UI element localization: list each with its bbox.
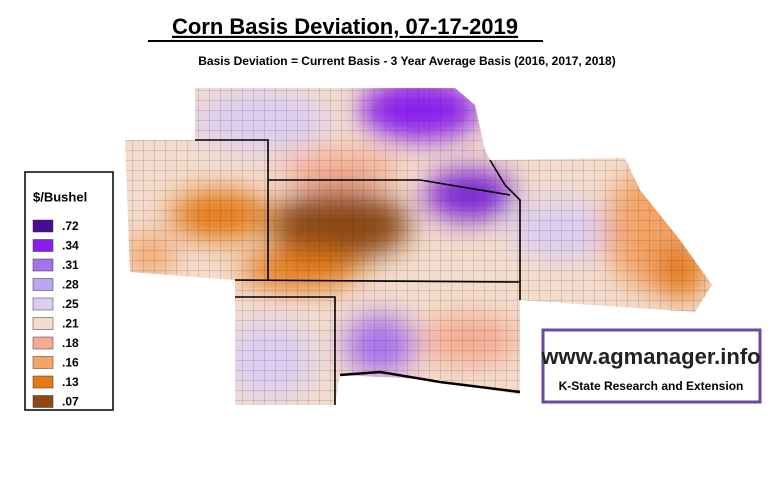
legend-swatch <box>32 395 54 408</box>
map-title: Corn Basis Deviation, 07-17-2019 <box>172 14 518 39</box>
legend-swatch <box>32 297 54 311</box>
legend-label: .28 <box>62 278 79 292</box>
legend-label: .18 <box>62 336 79 350</box>
legend-label: .72 <box>62 219 79 233</box>
legend-title: $/Bushel <box>33 189 87 204</box>
legend-swatch <box>32 336 54 350</box>
legend-swatch <box>32 239 54 252</box>
legend-swatch <box>32 219 54 233</box>
legend-swatch <box>32 375 54 389</box>
legend-label: .16 <box>62 356 79 370</box>
logo-org: K-State Research and Extension <box>559 379 744 393</box>
state-borders <box>195 139 521 405</box>
legend-label: .34 <box>62 239 79 253</box>
legend-label: .13 <box>62 375 79 389</box>
logo-box <box>541 328 762 404</box>
legend-swatch <box>32 356 54 369</box>
legend-label: .31 <box>62 258 79 272</box>
legend-label: .07 <box>62 395 79 409</box>
map-subtitle: Basis Deviation = Current Basis - 3 Year… <box>198 54 615 68</box>
legend-box <box>24 171 114 411</box>
legend-items: .72 .34 .31 .28 .25 .21 .18 .16 .13 .07 <box>32 219 79 409</box>
legend-label: .25 <box>62 297 79 311</box>
legend-swatch <box>32 278 54 291</box>
logo-url: www.agmanager.info <box>540 344 760 369</box>
legend-swatch <box>32 258 54 272</box>
legend-swatch <box>32 317 54 330</box>
legend-label: .21 <box>62 317 79 331</box>
